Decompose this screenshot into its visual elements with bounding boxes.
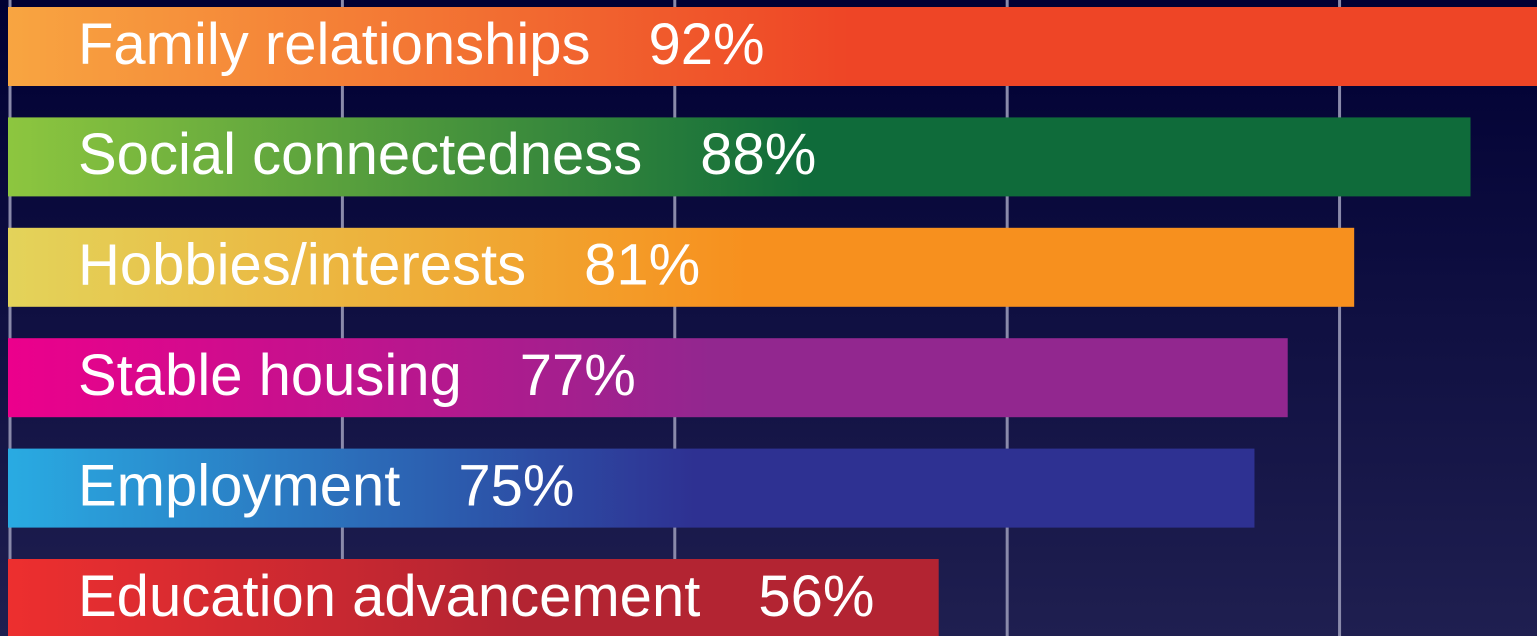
category-label: Employment [78, 453, 400, 518]
bar [8, 7, 1537, 86]
category-label: Social connectedness [78, 122, 642, 187]
value-label: 81% [584, 233, 700, 298]
bar [8, 338, 1288, 418]
bar [8, 117, 1471, 197]
value-label: 56% [758, 564, 874, 629]
value-label: 92% [649, 12, 765, 77]
bar [8, 448, 1255, 528]
category-label: Education advancement [78, 564, 700, 629]
value-label: 77% [520, 343, 636, 408]
category-label: Hobbies/interests [78, 233, 526, 298]
category-label: Stable housing [78, 343, 462, 408]
value-label: 88% [700, 122, 816, 187]
category-label: Family relationships [78, 12, 591, 77]
value-label: 75% [458, 453, 574, 518]
bar [8, 559, 939, 636]
bar [8, 227, 1355, 307]
